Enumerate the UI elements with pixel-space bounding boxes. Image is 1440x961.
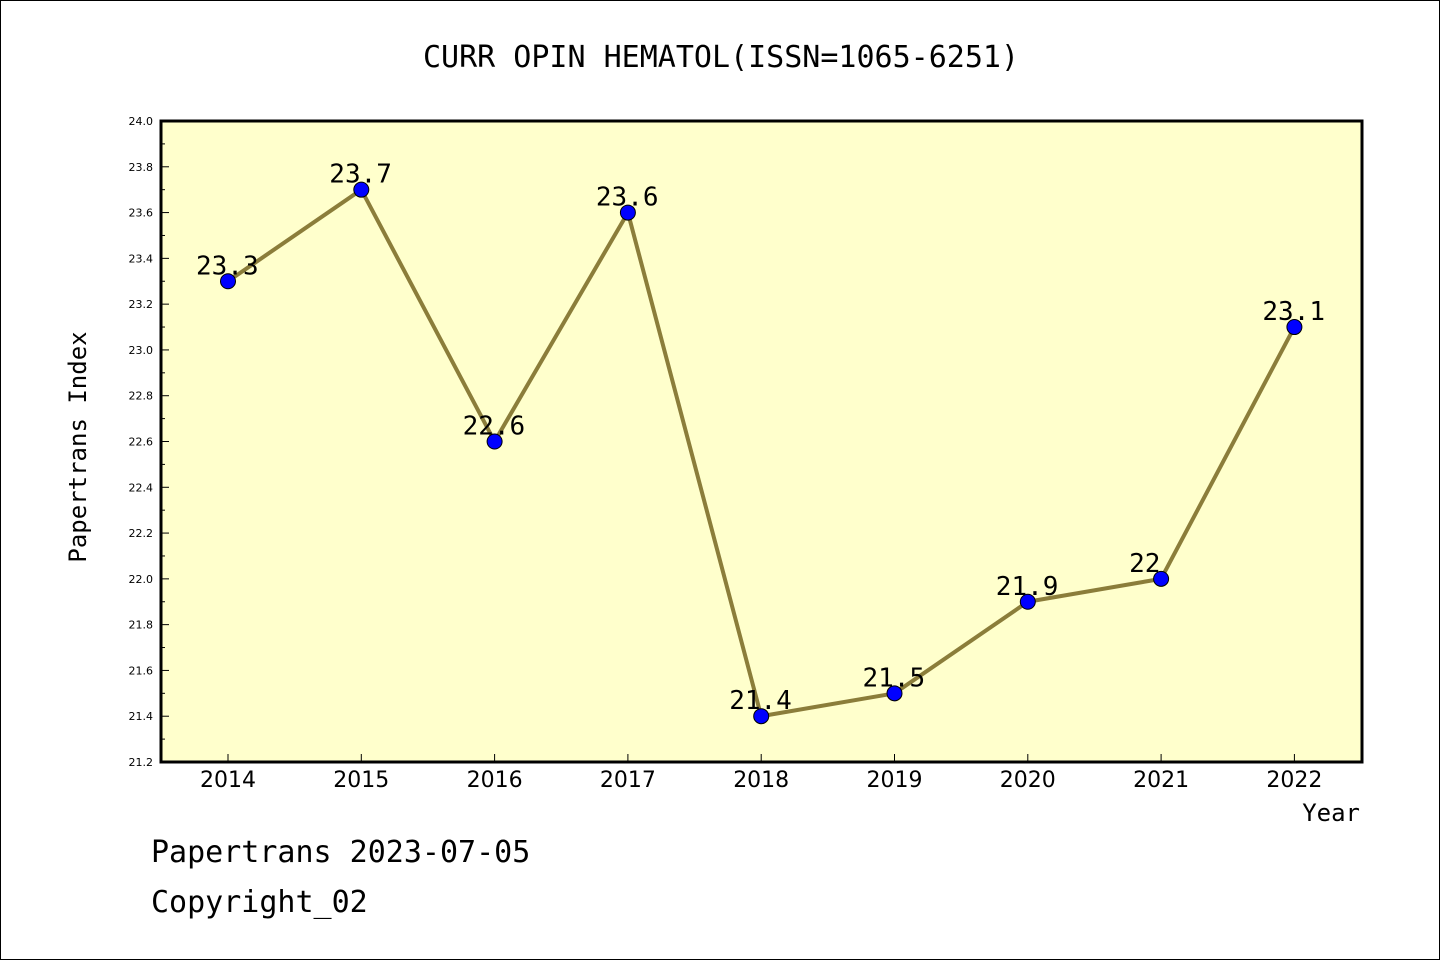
y-tick-label: 23.0 bbox=[129, 344, 154, 357]
x-axis: 2014 2015 2016 2017 2018 2019 2020 2021 2022 bbox=[200, 754, 1322, 793]
data-label: 22.6 bbox=[463, 412, 526, 442]
data-label: 21.5 bbox=[863, 663, 926, 693]
y-axis-label: Papertrans Index bbox=[64, 331, 92, 562]
y-tick-label: 23.4 bbox=[129, 252, 154, 265]
data-point bbox=[1019, 593, 1036, 610]
y-tick-label: 21.2 bbox=[129, 756, 154, 769]
x-tick-label: 2022 bbox=[1266, 768, 1322, 793]
data-point bbox=[353, 181, 370, 198]
data-point bbox=[1153, 570, 1170, 587]
y-axis: 21.2 21.4 21.6 21.8 22.0 22.2 22.4 22.6 22.8 23.0… bbox=[129, 115, 169, 769]
data-label: 23.3 bbox=[196, 251, 259, 281]
plot-area bbox=[159, 119, 1364, 764]
y-tick-label: 22.4 bbox=[129, 481, 154, 494]
data-point bbox=[753, 708, 770, 725]
y-tick-label: 24.0 bbox=[129, 115, 154, 128]
data-point-group bbox=[220, 181, 1303, 725]
x-axis-label: Year bbox=[1302, 799, 1360, 827]
y-tick-label: 23.6 bbox=[129, 207, 154, 220]
data-label: 23.6 bbox=[596, 183, 659, 213]
y-tick-label: 22.6 bbox=[129, 436, 154, 449]
chart-title: CURR OPIN HEMATOL(ISSN=1065-6251) bbox=[423, 40, 1019, 75]
x-tick-label: 2019 bbox=[867, 768, 923, 793]
x-tick-label: 2015 bbox=[333, 768, 389, 793]
data-point bbox=[486, 433, 503, 450]
y-tick-label: 21.8 bbox=[129, 619, 154, 632]
x-tick-label: 2014 bbox=[200, 768, 256, 793]
data-label: 21.9 bbox=[996, 572, 1059, 602]
footer-copyright: Copyright_02 bbox=[151, 885, 368, 920]
data-label: 22 bbox=[1129, 549, 1160, 579]
data-point bbox=[886, 685, 903, 702]
data-label: 23.7 bbox=[329, 160, 392, 190]
y-tick-label: 23.2 bbox=[129, 298, 154, 311]
y-tick-label: 22.2 bbox=[129, 527, 154, 540]
data-label: 21.4 bbox=[729, 686, 792, 716]
data-point bbox=[220, 273, 236, 290]
y-tick-label: 21.6 bbox=[129, 664, 154, 677]
x-tick-label: 2021 bbox=[1133, 768, 1189, 793]
footer-source: Papertrans 2023-07-05 bbox=[151, 835, 531, 870]
y-tick-label: 22.8 bbox=[129, 390, 154, 403]
x-tick-label: 2016 bbox=[467, 768, 523, 793]
y-tick-label: 23.8 bbox=[129, 161, 154, 174]
x-tick-label: 2018 bbox=[733, 768, 789, 793]
x-tick-label: 2020 bbox=[1000, 768, 1056, 793]
data-label: 23.1 bbox=[1262, 297, 1325, 327]
x-tick-label: 2017 bbox=[600, 768, 656, 793]
data-label-group: 23.3 23.7 22.6 23.6 21.4 21.5 21.9 22 23.1 bbox=[196, 160, 1325, 717]
data-point bbox=[1286, 319, 1303, 336]
y-tick-label: 22.0 bbox=[129, 573, 154, 586]
y-tick-label: 21.4 bbox=[129, 710, 154, 723]
data-point bbox=[619, 204, 636, 221]
